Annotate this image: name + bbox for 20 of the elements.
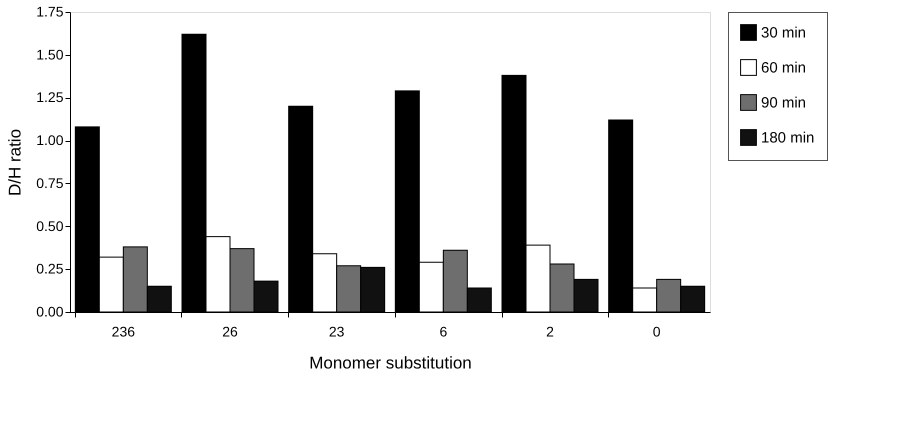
legend-label: 180 min bbox=[761, 130, 814, 146]
legend-label: 60 min bbox=[761, 60, 806, 76]
y-tick-label: 0.50 bbox=[36, 218, 64, 234]
x-tick-label: 6 bbox=[439, 324, 448, 340]
x-axis-title: Monomer substitution bbox=[309, 354, 472, 372]
y-tick-label: 0.00 bbox=[36, 304, 64, 320]
legend-label: 30 min bbox=[761, 24, 806, 42]
y-tick-label: 1.25 bbox=[36, 89, 64, 106]
x-tick-label: 236 bbox=[112, 324, 136, 340]
legend-label: 90 min bbox=[761, 94, 806, 112]
x-tick-label: 2 bbox=[546, 324, 554, 340]
y-tick-label: 0.25 bbox=[36, 260, 64, 277]
x-tick-label: 23 bbox=[328, 324, 345, 340]
y-tick-label: 0.75 bbox=[36, 174, 64, 191]
y-tick-label: 1.75 bbox=[36, 4, 64, 20]
y-tick-label: 1.00 bbox=[36, 132, 64, 148]
x-tick-label: 0 bbox=[652, 324, 661, 340]
y-tick-label: 1.50 bbox=[36, 46, 64, 62]
x-tick-label: 26 bbox=[222, 324, 238, 340]
y-axis-title: D/H ratio bbox=[5, 128, 24, 196]
